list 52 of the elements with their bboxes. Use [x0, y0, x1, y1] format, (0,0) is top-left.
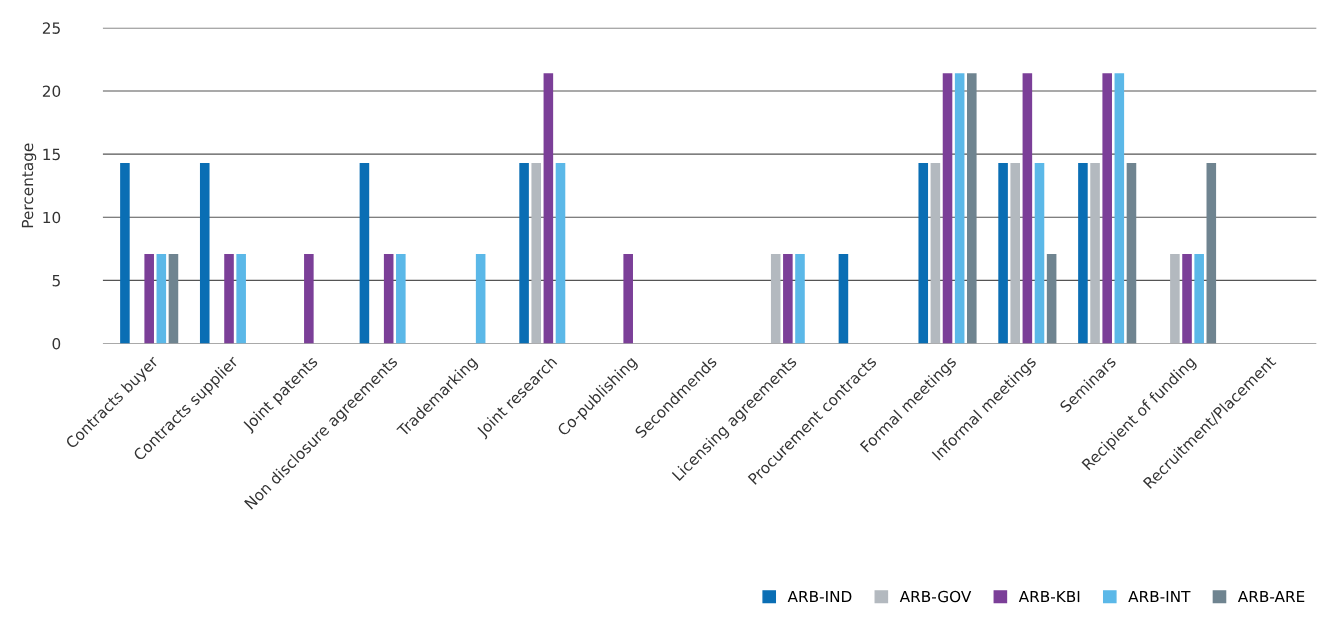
bar	[838, 253, 849, 344]
bar	[120, 162, 130, 344]
bar	[304, 253, 314, 344]
bar	[199, 162, 210, 344]
bar	[1206, 162, 1217, 344]
y-tick-label: 0	[52, 338, 61, 350]
bar	[998, 162, 1008, 344]
legend-label: ARB-GOV	[899, 590, 972, 603]
bar	[623, 253, 633, 344]
bar	[770, 253, 781, 344]
bar	[383, 253, 394, 344]
bar	[359, 162, 370, 344]
bar	[156, 253, 167, 344]
bar	[1126, 162, 1137, 344]
bar	[396, 253, 406, 344]
bar	[795, 253, 805, 344]
bar	[1090, 162, 1100, 344]
bar	[1102, 73, 1112, 344]
bar	[930, 162, 941, 344]
bar	[1022, 73, 1033, 344]
bar	[555, 162, 566, 344]
y-tick-label: 25	[42, 22, 60, 34]
bar	[1010, 162, 1021, 344]
bar	[168, 253, 179, 344]
bar	[1182, 253, 1192, 344]
bar	[236, 253, 246, 344]
bar	[918, 162, 929, 344]
y-axis-title: Percentage	[21, 143, 37, 228]
legend-label: ARB-KBI	[1018, 590, 1080, 603]
bar	[519, 162, 529, 344]
bar	[475, 253, 486, 344]
legend-label: ARB-IND	[787, 590, 852, 603]
bar	[783, 253, 793, 344]
bar	[942, 73, 953, 344]
y-tick-label: 15	[43, 148, 60, 161]
legend-label: ARB-INT	[1128, 590, 1191, 603]
y-tick-label: 10	[43, 211, 61, 224]
y-tick-label: 20	[42, 85, 61, 98]
bar	[967, 73, 977, 344]
legend-label: ARB-ARE	[1237, 590, 1305, 603]
bar	[1194, 253, 1204, 344]
bar	[1078, 162, 1088, 344]
bar	[543, 73, 554, 344]
bar	[224, 253, 234, 344]
bar	[531, 162, 542, 344]
y-tick-label: 5	[52, 275, 60, 287]
bar	[1170, 253, 1180, 344]
bar	[1046, 253, 1057, 344]
bar	[144, 253, 154, 344]
bar	[1034, 162, 1045, 344]
bar	[954, 73, 965, 344]
bar	[1114, 73, 1125, 344]
